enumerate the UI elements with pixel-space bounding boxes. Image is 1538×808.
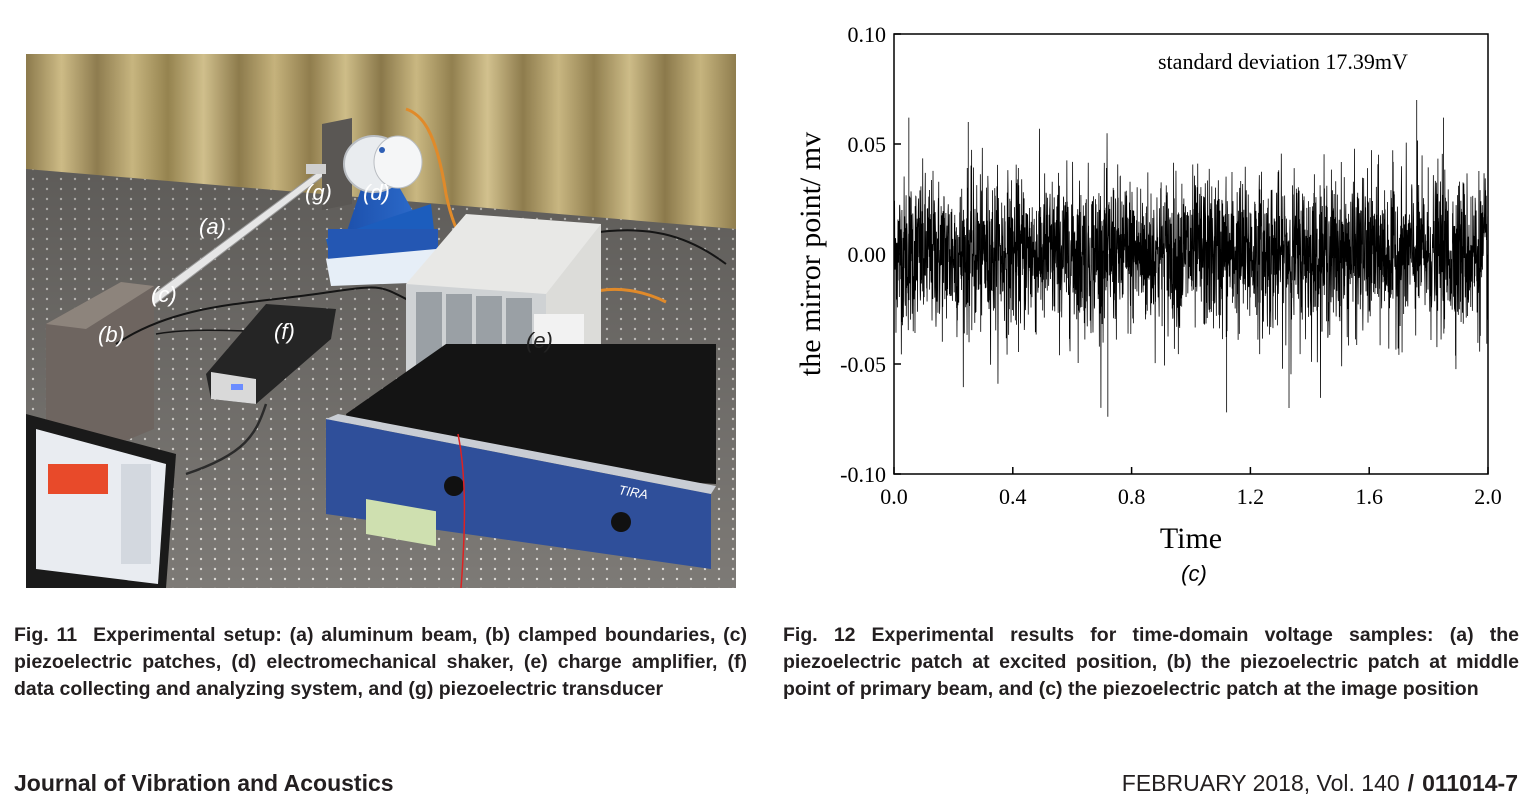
y-tick-label: 0.00 — [848, 242, 887, 267]
std-annotation: standard deviation 17.39mV — [1158, 49, 1408, 74]
voltage-signal-line — [893, 100, 1489, 417]
y-axis-label: the mirror point/ mv — [794, 132, 827, 376]
experimental-setup-illustration: TIRA (a) (b) (c) (d) (e) (f) (g) — [26, 54, 736, 588]
figure-12-number: Fig. 12 — [783, 624, 856, 646]
label-b: (b) — [98, 322, 125, 347]
tira-logo: TIRA — [617, 482, 649, 502]
x-tick-label: 1.2 — [1237, 484, 1265, 509]
x-tick-label: 1.6 — [1355, 484, 1383, 509]
panel-label: (c) — [1181, 561, 1207, 586]
label-d: (d) — [363, 180, 390, 205]
label-c: (c) — [151, 282, 177, 307]
figure-11-caption-text: Experimental setup: (a) aluminum beam, (… — [14, 624, 747, 700]
x-axis-label: Time — [1160, 522, 1222, 555]
figure-12-chart: 0.0 0.4 0.8 1.2 1.6 2.0 0.10 0.05 0.00 -0.05 -0.1… — [780, 16, 1520, 596]
voltage-time-chart: 0.0 0.4 0.8 1.2 1.6 2.0 0.10 0.05 0.00 -0.05 -0.1… — [794, 22, 1502, 586]
issue-date-volume: FEBRUARY 2018, Vol. 140 — [1121, 770, 1400, 796]
x-tick-label: 0.0 — [880, 484, 908, 509]
label-f: (f) — [274, 319, 295, 344]
figure-12-caption: Fig. 12 Experimental results for time-dom… — [783, 622, 1519, 703]
label-e: (e) — [526, 328, 553, 353]
footer-separator: / — [1407, 770, 1415, 796]
x-tick-label: 2.0 — [1474, 484, 1502, 509]
figure-11-caption: Fig. 11 Experimental setup: (a) aluminum … — [14, 622, 747, 703]
issue-info: FEBRUARY 2018, Vol. 140 / 011014-7 — [1122, 770, 1518, 797]
article-number: 011014-7 — [1422, 770, 1518, 796]
signal-series — [893, 100, 1489, 417]
y-axis-ticks: 0.10 0.05 0.00 -0.05 -0.10 — [840, 22, 901, 487]
figure-11-number: Fig. 11 — [14, 624, 78, 646]
y-tick-label: -0.10 — [840, 462, 886, 487]
label-g: (g) — [305, 180, 332, 205]
x-tick-label: 0.4 — [999, 484, 1027, 509]
y-tick-label: 0.05 — [848, 132, 887, 157]
journal-name: Journal of Vibration and Acoustics — [14, 770, 394, 796]
x-axis-ticks: 0.0 0.4 0.8 1.2 1.6 2.0 — [880, 467, 1502, 509]
y-tick-label: 0.10 — [848, 22, 887, 47]
x-tick-label: 0.8 — [1118, 484, 1146, 509]
figure-11-photo: TIRA (a) (b) (c) (d) (e) (f) (g) — [26, 54, 736, 588]
y-tick-label: -0.05 — [840, 352, 886, 377]
label-a: (a) — [199, 214, 226, 239]
figure-12-caption-text: Experimental results for time-domain vol… — [783, 624, 1519, 700]
